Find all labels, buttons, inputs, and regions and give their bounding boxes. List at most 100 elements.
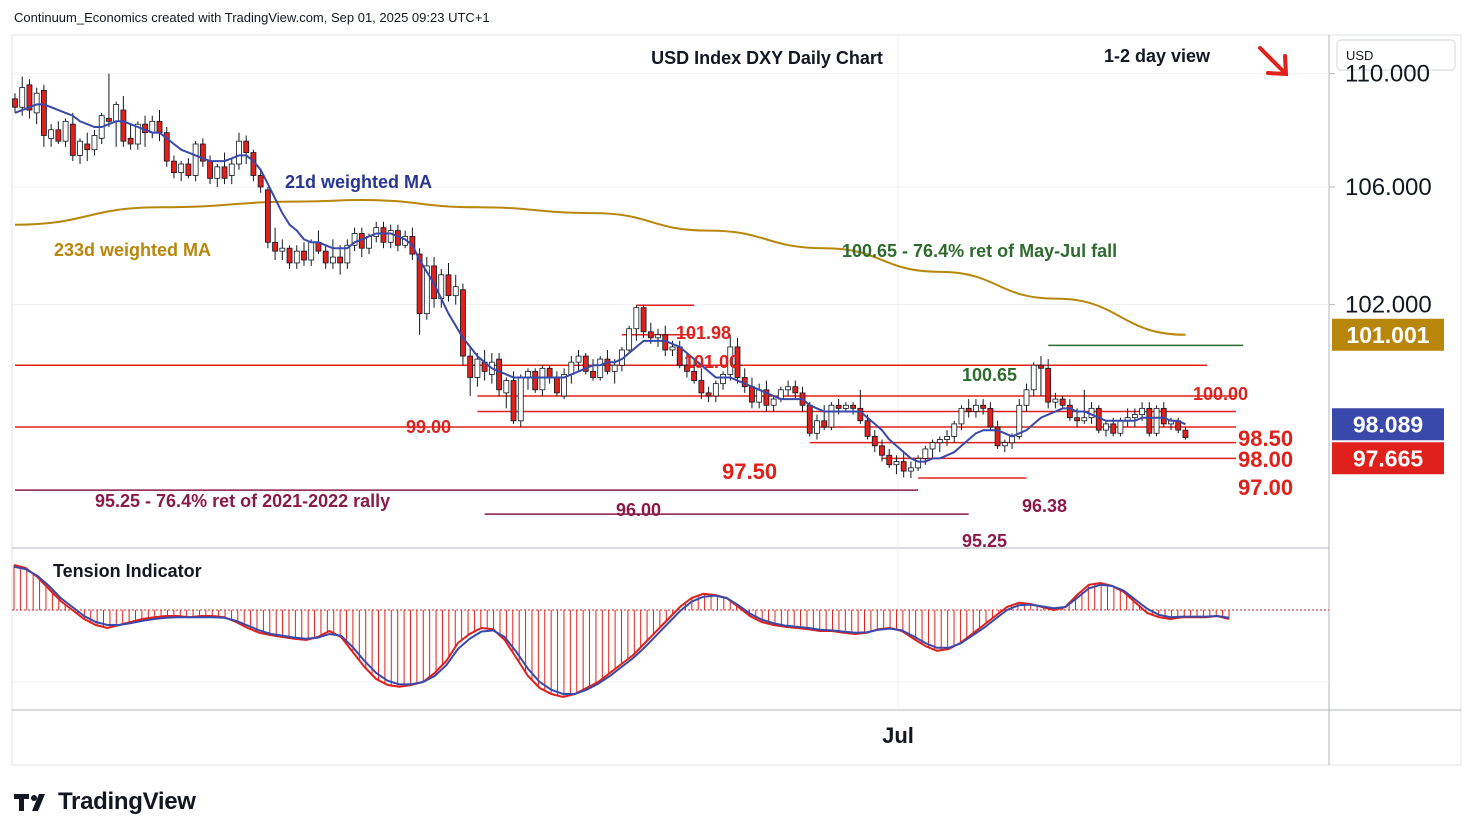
candle	[1052, 392, 1059, 409]
candle	[712, 380, 719, 403]
candle	[705, 386, 712, 403]
attribution: Continuum_Economics created with Trading…	[14, 10, 490, 25]
ma233-path	[14, 199, 1186, 336]
chart-title: USD Index DXY Daily Chart	[651, 48, 883, 68]
candle	[806, 402, 813, 437]
candle	[1066, 399, 1073, 421]
candle	[525, 368, 531, 390]
candle	[423, 257, 430, 320]
level-label-101-00: 101.00	[684, 352, 739, 372]
time-axis-label-jul: Jul	[882, 723, 914, 748]
candle	[467, 346, 474, 396]
currency-button[interactable]	[1336, 39, 1456, 71]
view-label: 1-2 day view	[1104, 46, 1211, 66]
ytick-label: 102.000	[1345, 292, 1432, 319]
candle	[655, 328, 661, 347]
candle	[582, 353, 589, 375]
candle	[539, 365, 546, 396]
svg-text:101.001: 101.001	[1346, 322, 1429, 348]
candle	[980, 399, 987, 415]
candle	[987, 402, 994, 431]
candle	[113, 101, 120, 147]
candle	[871, 430, 878, 453]
candle	[416, 248, 423, 335]
ma21-line	[14, 103, 1186, 463]
candle	[1001, 439, 1008, 453]
candle	[510, 371, 517, 424]
candle	[257, 169, 264, 193]
retracement-may-jul-annotation: 100.65 - 76.4% ret of May-Jul fall	[842, 241, 1117, 261]
level-label-101-98: 101.98	[676, 323, 731, 343]
candle	[850, 402, 856, 415]
candle	[48, 124, 55, 147]
candle	[965, 399, 972, 418]
retracement-2021-2022-annotation: 95.25 - 76.4% ret of 2021-2022 rally	[95, 491, 390, 511]
tradingview-brand[interactable]: TradingView	[14, 788, 196, 816]
candle	[344, 239, 351, 269]
candle	[973, 399, 979, 418]
candle	[828, 402, 835, 431]
ytick-label: 106.000	[1345, 174, 1432, 201]
candle	[734, 337, 741, 384]
ma233-annotation: 233d weighted MA	[54, 240, 211, 260]
candle	[936, 436, 943, 453]
candle	[597, 356, 604, 381]
candle	[1160, 402, 1167, 428]
price-axis-ticks: 110.000 106.000 102.000	[1329, 61, 1432, 319]
candle	[893, 455, 900, 475]
candle	[720, 371, 726, 390]
level-label-95-25: 95.25	[962, 531, 1007, 551]
candle	[337, 245, 344, 275]
candle	[821, 405, 828, 431]
level-label-100-00: 100.00	[1193, 384, 1248, 404]
candle	[1182, 427, 1189, 440]
candle	[1030, 362, 1037, 396]
currency-label: USD	[1346, 48, 1373, 63]
arrow-down-right-icon	[1258, 46, 1289, 77]
candle	[171, 155, 177, 179]
level-label-96-00: 96.00	[616, 500, 661, 520]
candle	[163, 126, 170, 167]
candle	[351, 227, 358, 252]
level-label-96-38: 96.38	[1022, 496, 1067, 516]
candle	[272, 227, 279, 260]
candle	[944, 430, 950, 446]
candle	[792, 380, 799, 400]
svg-text:98.089: 98.089	[1353, 411, 1423, 437]
candle	[1153, 405, 1160, 437]
chart-frame	[11, 34, 1462, 766]
tension-slow-line	[13, 565, 1230, 695]
candle	[1103, 420, 1109, 437]
level-label-100-65: 100.65	[962, 365, 1017, 385]
candle	[199, 138, 206, 167]
candle	[380, 221, 387, 249]
candle	[62, 118, 69, 147]
level-label-97-50: 97.50	[722, 459, 777, 484]
candle	[178, 161, 185, 182]
candle	[763, 380, 770, 412]
price-badge: 98.089	[1332, 408, 1444, 441]
price-gridlines	[12, 73, 1329, 306]
candle	[149, 115, 156, 139]
candle	[1146, 402, 1153, 437]
candle	[156, 110, 163, 142]
candle	[243, 135, 250, 164]
candle	[496, 353, 502, 396]
candle	[69, 112, 76, 162]
candle	[908, 461, 914, 479]
candle	[387, 224, 394, 249]
candle	[1045, 359, 1052, 409]
candle	[33, 87, 40, 125]
candle	[452, 274, 459, 305]
candle	[633, 305, 640, 341]
price-badges: 101.001 98.089 97.665	[1332, 318, 1444, 475]
candle	[1023, 383, 1030, 412]
candle	[741, 368, 748, 393]
level-label-97-00: 97.00	[1238, 475, 1293, 500]
candle	[640, 304, 647, 338]
candle	[41, 84, 47, 147]
candle	[1131, 408, 1138, 428]
candle	[214, 163, 221, 187]
level-label-98-00: 98.00	[1238, 447, 1293, 472]
